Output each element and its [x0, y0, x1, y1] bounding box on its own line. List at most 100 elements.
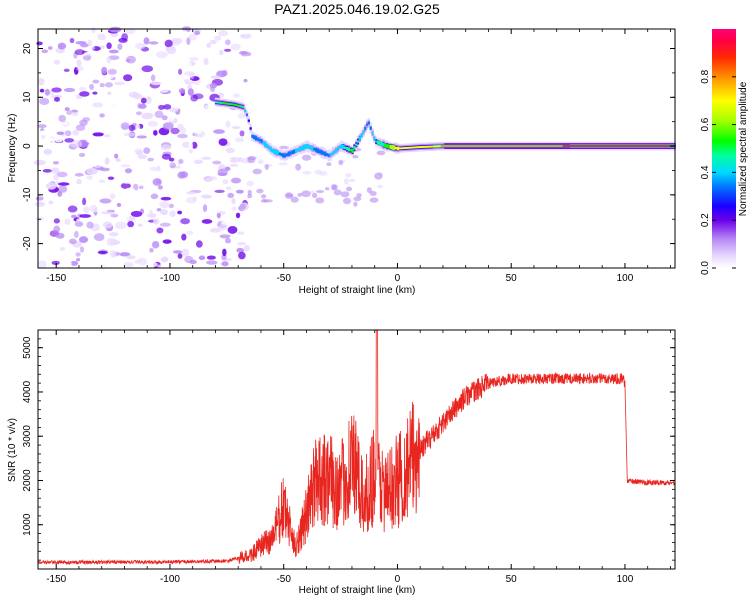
noise-blob [74, 49, 85, 56]
colorbar-tick-label: 0.6 [700, 117, 711, 131]
ridge-segment [589, 145, 593, 148]
ridge-segment [604, 145, 607, 148]
noise-blob [344, 173, 352, 178]
ridge-segment [426, 145, 429, 148]
ridge-segment [507, 145, 511, 148]
noise-blob [353, 201, 358, 207]
spectrogram-y-label: Frequency (Hz) [7, 114, 18, 183]
noise-blob [180, 61, 192, 69]
ridge-segment [373, 137, 376, 141]
noise-blob [57, 182, 70, 186]
noise-blob [221, 261, 229, 267]
ridge-segment [407, 146, 411, 149]
noise-blob [241, 51, 252, 57]
ridge-segment [466, 145, 469, 148]
ridge-segment [315, 148, 318, 152]
ridge-segment [560, 145, 563, 148]
noise-blob [104, 82, 113, 88]
ridge-segment [577, 145, 580, 148]
ridge-segment [282, 153, 285, 158]
ridge-segment [404, 147, 407, 150]
noise-blob [168, 157, 175, 162]
noise-blob [161, 115, 168, 121]
noise-blob [187, 88, 194, 96]
noise-blob [92, 86, 101, 91]
ridge-segment [469, 145, 472, 148]
noise-blob [158, 104, 165, 110]
spectrogram-y-ticks: -20 -10 0 10 20 [22, 43, 675, 269]
ridge-segment [371, 132, 374, 135]
ridge-segment [362, 131, 365, 134]
noise-blob [51, 73, 61, 77]
noise-blob [47, 46, 53, 50]
ridge-segment [526, 145, 529, 148]
ridge-segment [573, 145, 576, 148]
noise-blob [159, 201, 170, 209]
noise-blob [135, 51, 147, 57]
noise-blob [156, 165, 161, 172]
ridge-segment [564, 145, 567, 148]
noise-blob [228, 249, 238, 257]
noise-blob [80, 43, 89, 48]
noise-blob [210, 75, 221, 79]
ridge-segment [349, 148, 352, 152]
noise-blob [39, 88, 45, 93]
snr-series-line [38, 330, 675, 566]
noise-blob [181, 233, 187, 241]
noise-blob [286, 193, 294, 198]
noise-blob [124, 28, 136, 35]
noise-blob [89, 116, 99, 124]
noise-blob [135, 111, 142, 116]
noise-blob [261, 194, 267, 199]
noise-blob [150, 193, 159, 200]
noise-blob [76, 178, 82, 185]
ridge-segment [662, 145, 665, 148]
noise-blob [72, 129, 80, 136]
ridge-segment [444, 145, 447, 148]
ridge-segment [225, 102, 229, 105]
ridge-segment [602, 145, 605, 148]
noise-blob [243, 244, 250, 252]
ridge-segment [436, 145, 440, 148]
noise-blob [225, 237, 231, 244]
noise-blob [151, 240, 160, 249]
noise-blob [124, 168, 133, 174]
noise-blob [264, 164, 269, 170]
noise-blob [200, 194, 212, 199]
spectrogram-noise-blobs [33, 26, 386, 270]
snr-x-ticks: -150 -100 -50 0 50 100 [46, 330, 671, 585]
ridge-segment [475, 145, 478, 148]
ridge-segment [622, 145, 625, 148]
ridge-segment [584, 145, 587, 148]
ridge-segment [633, 145, 636, 148]
colorbar-label: Normalized spectral amplitude [738, 81, 749, 216]
noise-blob [122, 180, 132, 184]
noise-blob [214, 264, 220, 268]
noise-blob [60, 261, 73, 266]
ridge-segment [431, 145, 434, 148]
ridge-segment [278, 152, 281, 156]
noise-blob [177, 253, 183, 259]
ridge-segment [335, 148, 338, 153]
ridge-segment [353, 146, 356, 150]
noise-blob [228, 156, 241, 163]
noise-blob [75, 124, 86, 131]
noise-blob [221, 254, 227, 261]
ridge-segment [659, 145, 662, 148]
ridge-segment [477, 145, 480, 148]
noise-blob [158, 88, 169, 93]
ridge-segment [609, 145, 613, 148]
noise-blob [37, 260, 47, 268]
noise-blob [99, 113, 105, 118]
noise-blob [60, 122, 70, 126]
ridge-segment [649, 145, 653, 148]
noise-blob [178, 88, 186, 94]
ridge-segment [264, 142, 267, 147]
snr-xtick-label: 100 [617, 574, 634, 585]
ridge-segment [582, 145, 585, 148]
colorbar-gradient [712, 29, 736, 268]
noise-blob [93, 233, 105, 241]
ridge-segment [522, 145, 525, 148]
ridge-segment [298, 147, 301, 151]
noise-blob [168, 203, 174, 209]
